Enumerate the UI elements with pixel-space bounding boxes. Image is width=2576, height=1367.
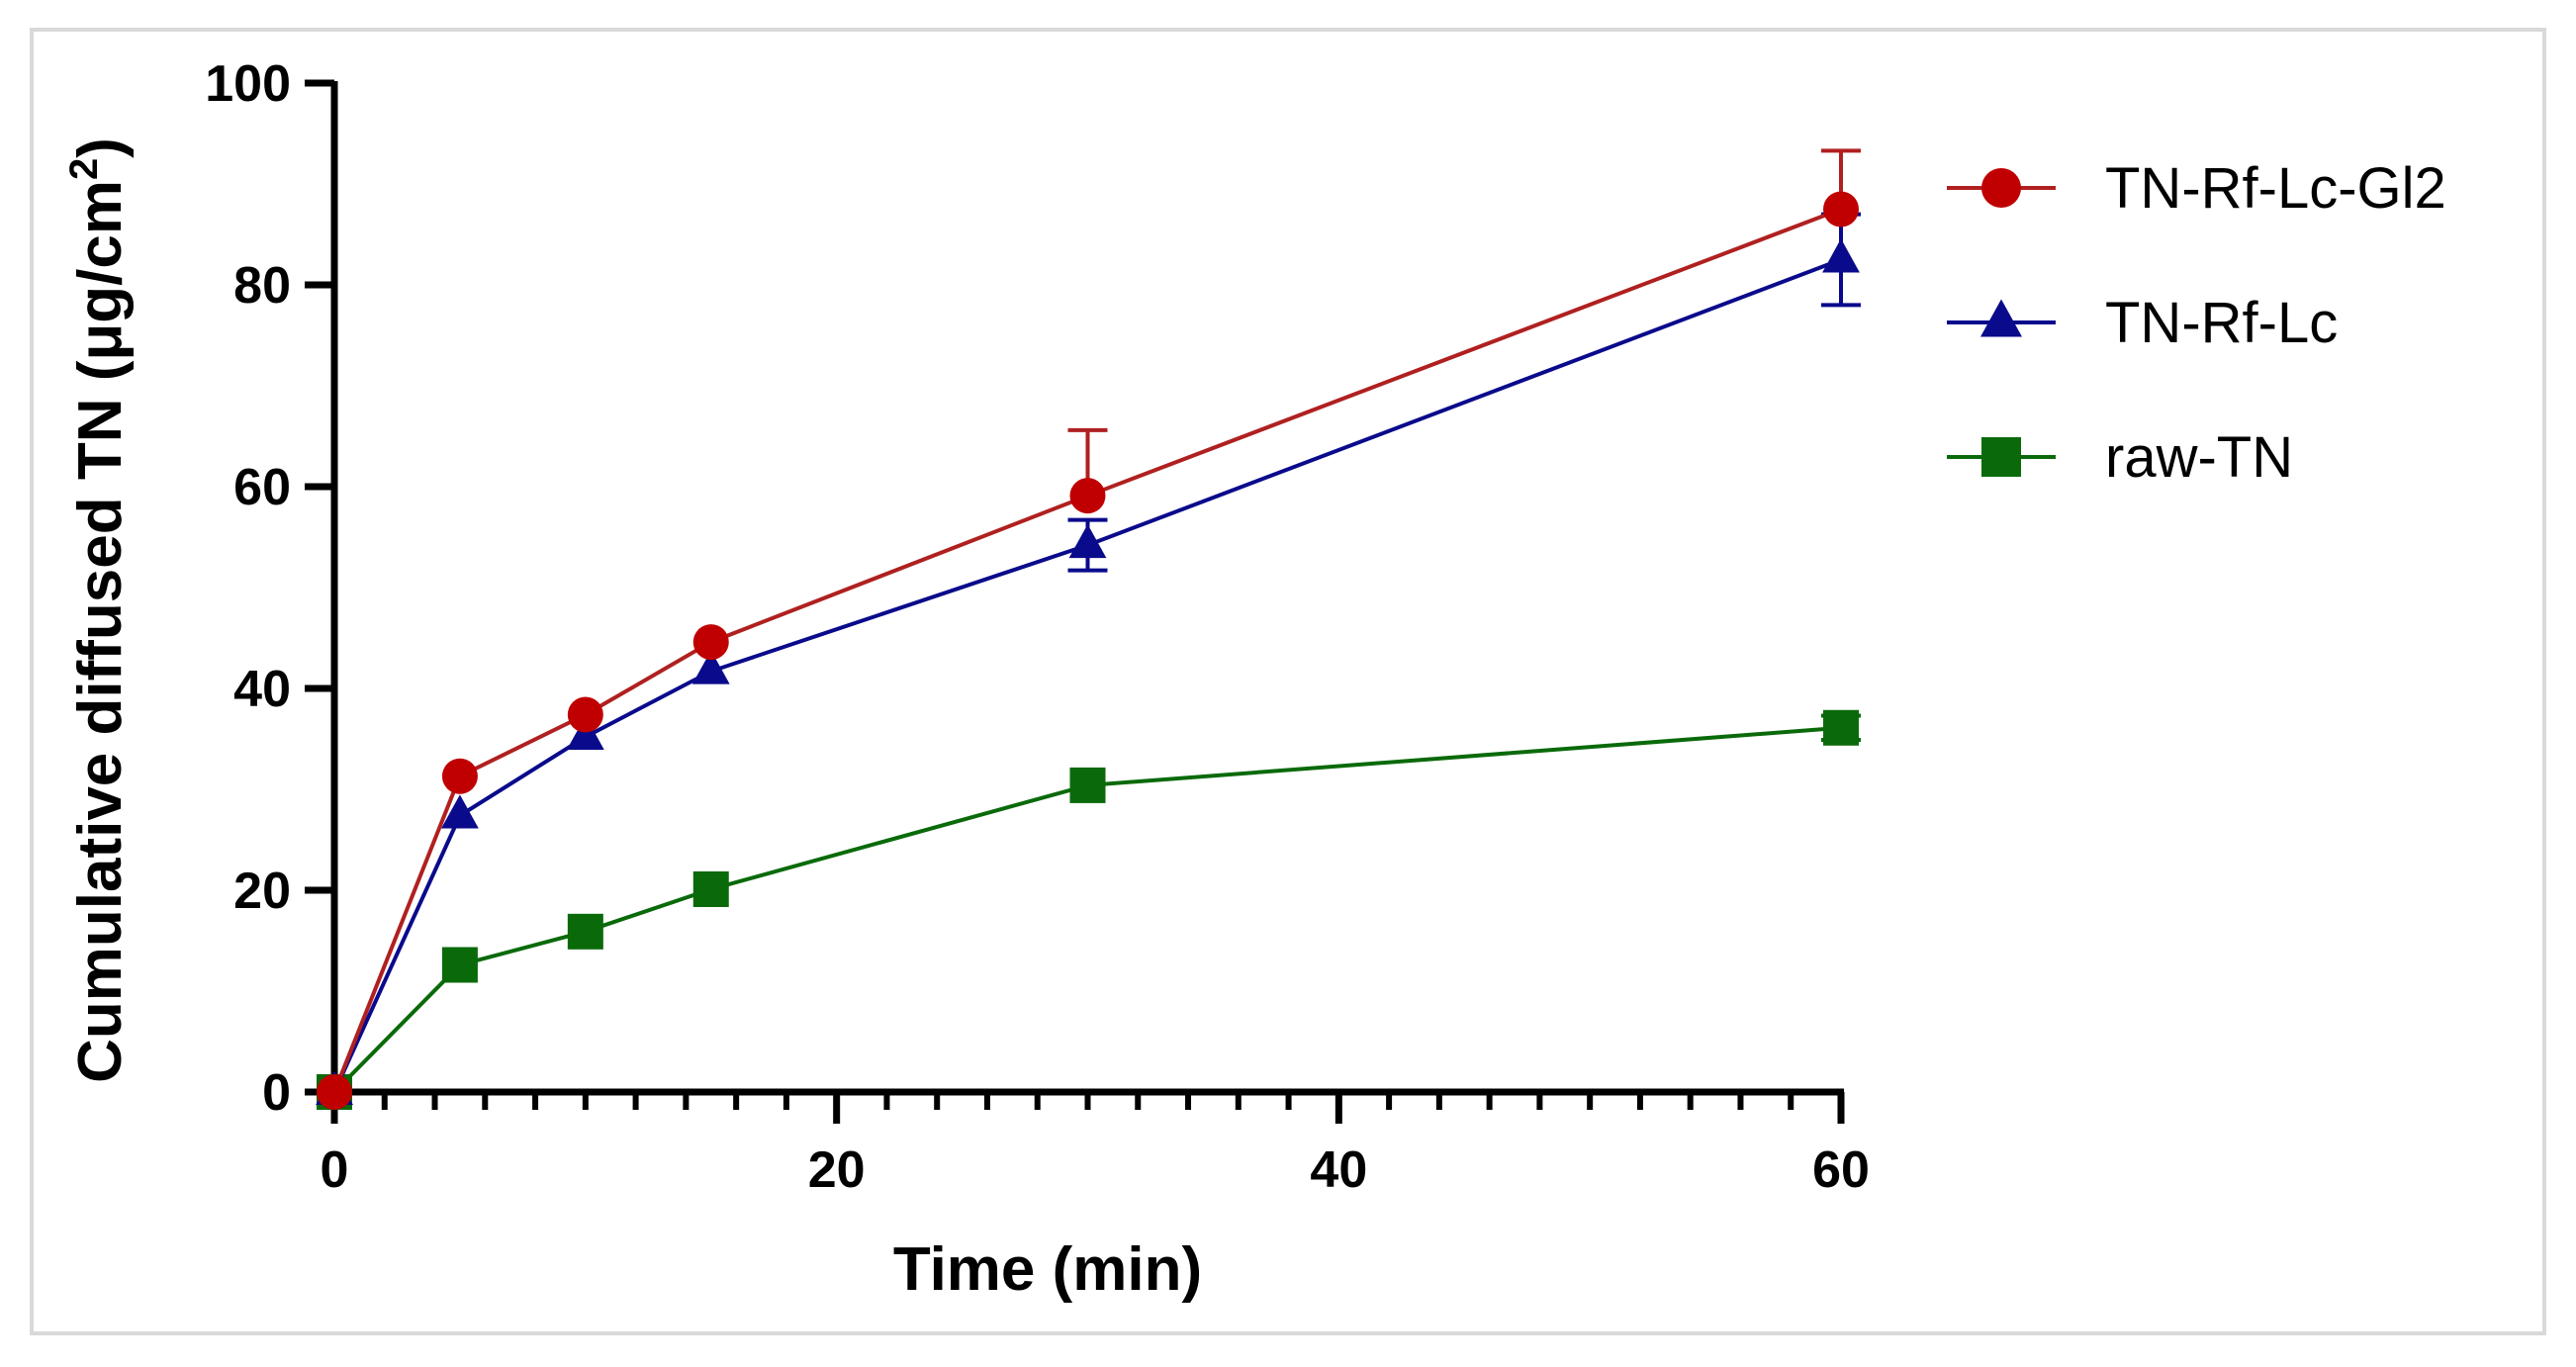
legend-marker bbox=[1981, 437, 2021, 477]
series-raw-TN bbox=[317, 709, 1861, 1110]
data-point bbox=[1069, 767, 1106, 803]
data-point bbox=[1068, 523, 1107, 559]
data-point bbox=[692, 870, 729, 907]
y-axis-title-suffix: ) bbox=[66, 137, 135, 158]
series-line bbox=[332, 257, 1842, 1093]
y-tick-label: 80 bbox=[233, 257, 291, 315]
y-axis-title-text: Cumulative diffused TN (μg/cm bbox=[66, 180, 135, 1083]
series-TN-Rf-Lc-Gl2 bbox=[317, 148, 1861, 1110]
figure-frame: 0 20 40 60 80 100 0 20 40 60 TN-Rf-Lc-Gl2 TN-Rf-Lc… bbox=[30, 28, 2546, 1335]
x-tick-label: 60 bbox=[1812, 1141, 1870, 1199]
legend-marker bbox=[1981, 168, 2021, 208]
y-tick-label: 20 bbox=[233, 863, 291, 920]
axes: 0 20 40 60 80 100 0 20 40 60 bbox=[205, 55, 1870, 1199]
series-line bbox=[332, 725, 1842, 1094]
data-point bbox=[1823, 709, 1859, 746]
x-tick-label: 40 bbox=[1310, 1141, 1367, 1199]
data-point bbox=[1823, 191, 1859, 228]
data-point bbox=[566, 715, 604, 750]
data-point bbox=[691, 650, 730, 684]
legend-item: TN-Rf-Lc bbox=[1947, 291, 2338, 355]
x-tick-label: 20 bbox=[808, 1141, 866, 1199]
legend-marker bbox=[1980, 299, 2022, 337]
data-point bbox=[567, 696, 603, 733]
legend-item: raw-TN bbox=[1947, 425, 2293, 490]
series-line bbox=[332, 207, 1842, 1093]
series-TN-Rf-Lc bbox=[316, 212, 1861, 1105]
series-layer bbox=[316, 148, 1861, 1110]
legend-label: raw-TN bbox=[2105, 425, 2293, 490]
legend-label: TN-Rf-Lc-Gl2 bbox=[2105, 156, 2446, 221]
legend: TN-Rf-Lc-Gl2 TN-Rf-Lc raw-TN bbox=[1947, 156, 2446, 490]
data-point bbox=[317, 1074, 352, 1110]
y-tick-label: 0 bbox=[262, 1064, 291, 1122]
legend-item: TN-Rf-Lc-Gl2 bbox=[1947, 156, 2446, 221]
y-axis-title-superscript: 2 bbox=[62, 158, 106, 180]
data-point bbox=[1069, 478, 1106, 514]
data-point bbox=[692, 624, 729, 661]
legend-label: TN-Rf-Lc bbox=[2105, 291, 2338, 355]
y-tick-label: 100 bbox=[205, 55, 291, 113]
data-point bbox=[1822, 238, 1860, 273]
x-tick-label: 0 bbox=[321, 1141, 349, 1199]
data-point bbox=[441, 758, 478, 794]
data-point bbox=[567, 913, 603, 950]
y-tick-label: 60 bbox=[233, 459, 291, 516]
data-point bbox=[441, 947, 478, 983]
x-axis-title: Time (min) bbox=[893, 1235, 1202, 1304]
y-axis-title: Cumulative diffused TN (μg/cm2) bbox=[62, 137, 135, 1083]
y-tick-label: 40 bbox=[233, 661, 291, 718]
data-point bbox=[441, 794, 479, 829]
